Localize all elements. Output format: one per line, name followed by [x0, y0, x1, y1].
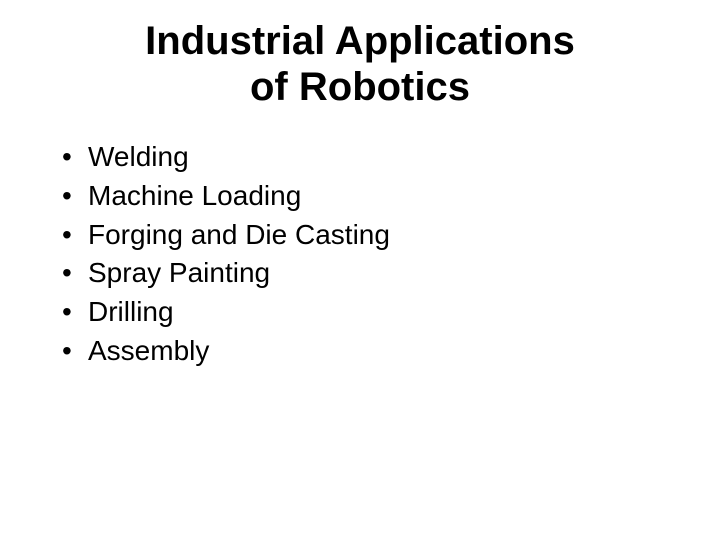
title-line-1: Industrial Applications	[145, 19, 575, 63]
list-item: • Spray Painting	[58, 254, 670, 292]
bullet-text: Welding	[88, 138, 670, 176]
bullet-text: Machine Loading	[88, 177, 670, 215]
bullet-text: Spray Painting	[88, 254, 670, 292]
bullet-icon: •	[58, 138, 88, 176]
list-item: • Drilling	[58, 293, 670, 331]
bullet-text: Drilling	[88, 293, 670, 331]
bullet-icon: •	[58, 177, 88, 215]
bullet-icon: •	[58, 254, 88, 292]
bullet-text: Assembly	[88, 332, 670, 370]
list-item: • Welding	[58, 138, 670, 176]
bullet-text: Forging and Die Casting	[88, 216, 670, 254]
bullet-icon: •	[58, 332, 88, 370]
slide-title: Industrial Applications of Robotics	[50, 18, 670, 110]
bullet-icon: •	[58, 216, 88, 254]
list-item: • Assembly	[58, 332, 670, 370]
presentation-slide: Industrial Applications of Robotics • We…	[0, 0, 720, 540]
bullet-icon: •	[58, 293, 88, 331]
title-line-2: of Robotics	[250, 65, 470, 109]
list-item: • Forging and Die Casting	[58, 216, 670, 254]
bullet-list: • Welding • Machine Loading • Forging an…	[50, 138, 670, 370]
list-item: • Machine Loading	[58, 177, 670, 215]
